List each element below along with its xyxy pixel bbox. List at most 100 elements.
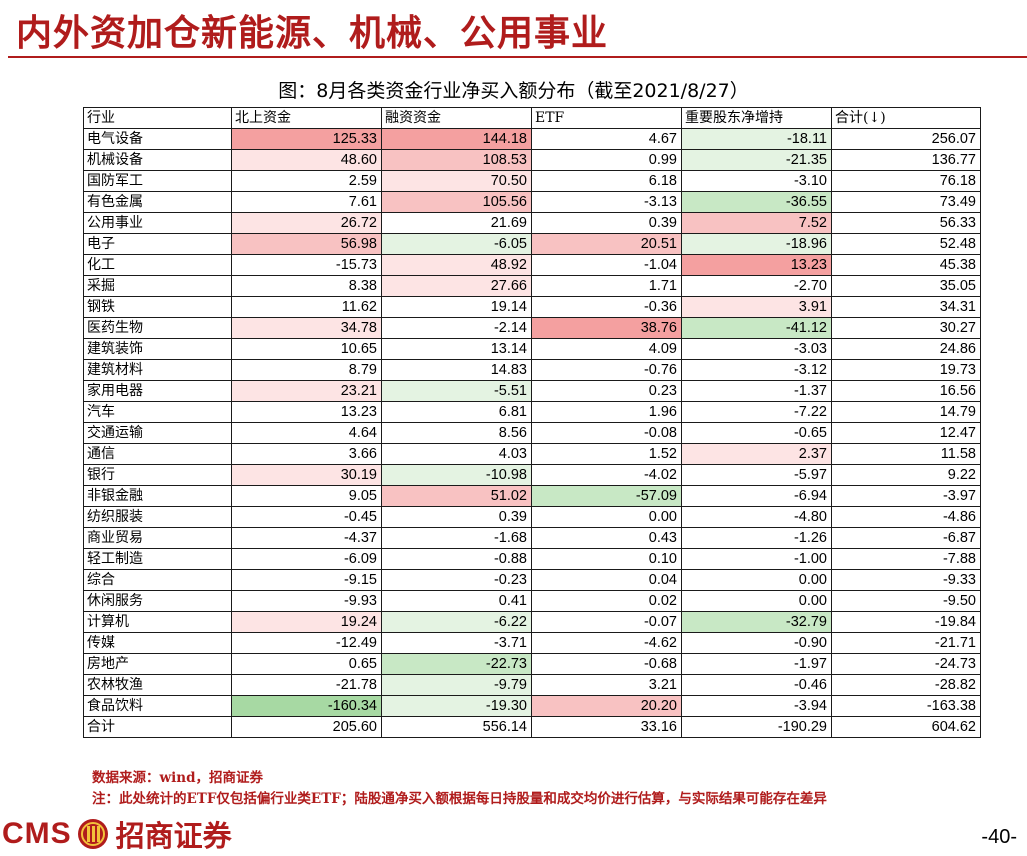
northbound-value-cell: 7.61 xyxy=(231,191,382,213)
total-value-cell: -7.88 xyxy=(831,548,981,570)
margin-value-cell: 51.02 xyxy=(381,485,532,507)
etf-value-cell: -3.13 xyxy=(531,191,682,213)
total-value-cell: 35.05 xyxy=(831,275,981,297)
margin-value-cell: -2.14 xyxy=(381,317,532,339)
northbound-value-cell: 4.64 xyxy=(231,422,382,444)
table-row: 纺织服装 -0.45 0.39 0.00 -4.80 -4.86 xyxy=(83,506,981,528)
industry-name-cell: 电子 xyxy=(83,233,232,255)
table-row: 化工 -15.73 48.92 -1.04 13.23 45.38 xyxy=(83,254,981,276)
northbound-value-cell: -9.93 xyxy=(231,590,382,612)
shareholder-value-cell: 0.00 xyxy=(681,569,832,591)
total-value-cell: -28.82 xyxy=(831,674,981,696)
margin-value-cell: -0.23 xyxy=(381,569,532,591)
margin-value-cell: 27.66 xyxy=(381,275,532,297)
northbound-value-cell: 26.72 xyxy=(231,212,382,234)
etf-value-cell: 1.96 xyxy=(531,401,682,423)
margin-value-cell: 108.53 xyxy=(381,149,532,171)
shareholder-value-cell: -5.97 xyxy=(681,464,832,486)
etf-value-cell: 0.39 xyxy=(531,212,682,234)
shareholder-value-cell: -0.46 xyxy=(681,674,832,696)
logo-latin-text: CMS xyxy=(2,817,72,850)
total-value-cell: 9.22 xyxy=(831,464,981,486)
total-value-cell: 16.56 xyxy=(831,380,981,402)
shareholder-value-cell: -0.90 xyxy=(681,632,832,654)
northbound-value-cell: 8.38 xyxy=(231,275,382,297)
northbound-value-cell: -21.78 xyxy=(231,674,382,696)
total-value-cell: -4.86 xyxy=(831,506,981,528)
etf-value-cell: 38.76 xyxy=(531,317,682,339)
etf-value-cell: 4.67 xyxy=(531,128,682,150)
shareholder-value-cell: -0.65 xyxy=(681,422,832,444)
shareholder-value-cell: -1.97 xyxy=(681,653,832,675)
shareholder-value-cell: -3.12 xyxy=(681,359,832,381)
northbound-value-cell: 10.65 xyxy=(231,338,382,360)
etf-value-cell: 0.02 xyxy=(531,590,682,612)
etf-value-cell: -4.62 xyxy=(531,632,682,654)
northbound-value-cell: -0.45 xyxy=(231,506,382,528)
margin-value-cell: 6.81 xyxy=(381,401,532,423)
northbound-value-cell: 13.23 xyxy=(231,401,382,423)
total-value-cell: 136.77 xyxy=(831,149,981,171)
total-value-cell: 76.18 xyxy=(831,170,981,192)
industry-name-cell: 银行 xyxy=(83,464,232,486)
industry-name-cell: 国防军工 xyxy=(83,170,232,192)
footnote: 注：此处统计的ETF仅包括偏行业类ETF；陆股通净买入额根据每日持股量和成交均价… xyxy=(92,791,827,807)
industry-name-cell: 汽车 xyxy=(83,401,232,423)
industry-name-cell: 医药生物 xyxy=(83,317,232,339)
shareholder-value-cell: -4.80 xyxy=(681,506,832,528)
industry-name-cell: 综合 xyxy=(83,569,232,591)
etf-value-cell: 20.51 xyxy=(531,233,682,255)
total-value-cell: 14.79 xyxy=(831,401,981,423)
margin-value-cell: 556.14 xyxy=(381,716,532,738)
shareholder-value-cell: -7.22 xyxy=(681,401,832,423)
table-row: 非银金融 9.05 51.02 -57.09 -6.94 -3.97 xyxy=(83,485,981,507)
etf-value-cell: 1.71 xyxy=(531,275,682,297)
industry-name-cell: 传媒 xyxy=(83,632,232,654)
etf-value-cell: 0.23 xyxy=(531,380,682,402)
table-row: 银行 30.19 -10.98 -4.02 -5.97 9.22 xyxy=(83,464,981,486)
table-row: 建筑装饰 10.65 13.14 4.09 -3.03 24.86 xyxy=(83,338,981,360)
total-value-cell: 24.86 xyxy=(831,338,981,360)
northbound-value-cell: 34.78 xyxy=(231,317,382,339)
industry-name-cell: 合计 xyxy=(83,716,232,738)
industry-name-cell: 采掘 xyxy=(83,275,232,297)
table-row: 房地产 0.65 -22.73 -0.68 -1.97 -24.73 xyxy=(83,653,981,675)
total-value-cell: 256.07 xyxy=(831,128,981,150)
northbound-value-cell: 23.21 xyxy=(231,380,382,402)
etf-value-cell: 0.04 xyxy=(531,569,682,591)
etf-value-cell: 4.09 xyxy=(531,338,682,360)
industry-name-cell: 房地产 xyxy=(83,653,232,675)
etf-value-cell: 20.20 xyxy=(531,695,682,717)
northbound-value-cell: 9.05 xyxy=(231,485,382,507)
northbound-value-cell: 8.79 xyxy=(231,359,382,381)
industry-name-cell: 交通运输 xyxy=(83,422,232,444)
table-row: 汽车 13.23 6.81 1.96 -7.22 14.79 xyxy=(83,401,981,423)
table-row: 建筑材料 8.79 14.83 -0.76 -3.12 19.73 xyxy=(83,359,981,381)
shareholder-value-cell: 3.91 xyxy=(681,296,832,318)
shareholder-value-cell: 2.37 xyxy=(681,443,832,465)
industry-name-cell: 电气设备 xyxy=(83,128,232,150)
margin-value-cell: -0.88 xyxy=(381,548,532,570)
northbound-value-cell: 19.24 xyxy=(231,611,382,633)
column-header-margin: 融资资金 xyxy=(381,107,532,129)
total-value-cell: 56.33 xyxy=(831,212,981,234)
etf-value-cell: -0.08 xyxy=(531,422,682,444)
shareholder-value-cell: -2.70 xyxy=(681,275,832,297)
northbound-value-cell: -4.37 xyxy=(231,527,382,549)
column-header-total: 合计(↓) xyxy=(831,107,981,129)
industry-name-cell: 商业贸易 xyxy=(83,527,232,549)
industry-name-cell: 非银金融 xyxy=(83,485,232,507)
total-value-cell: 19.73 xyxy=(831,359,981,381)
etf-value-cell: -0.36 xyxy=(531,296,682,318)
margin-value-cell: 70.50 xyxy=(381,170,532,192)
table-row: 机械设备 48.60 108.53 0.99 -21.35 136.77 xyxy=(83,149,981,171)
table-row: 农林牧渔 -21.78 -9.79 3.21 -0.46 -28.82 xyxy=(83,674,981,696)
table-row: 公用事业 26.72 21.69 0.39 7.52 56.33 xyxy=(83,212,981,234)
industry-name-cell: 建筑装饰 xyxy=(83,338,232,360)
table-row: 综合 -9.15 -0.23 0.04 0.00 -9.33 xyxy=(83,569,981,591)
northbound-value-cell: 205.60 xyxy=(231,716,382,738)
margin-value-cell: 4.03 xyxy=(381,443,532,465)
total-value-cell: -3.97 xyxy=(831,485,981,507)
northbound-value-cell: 48.60 xyxy=(231,149,382,171)
industry-name-cell: 轻工制造 xyxy=(83,548,232,570)
